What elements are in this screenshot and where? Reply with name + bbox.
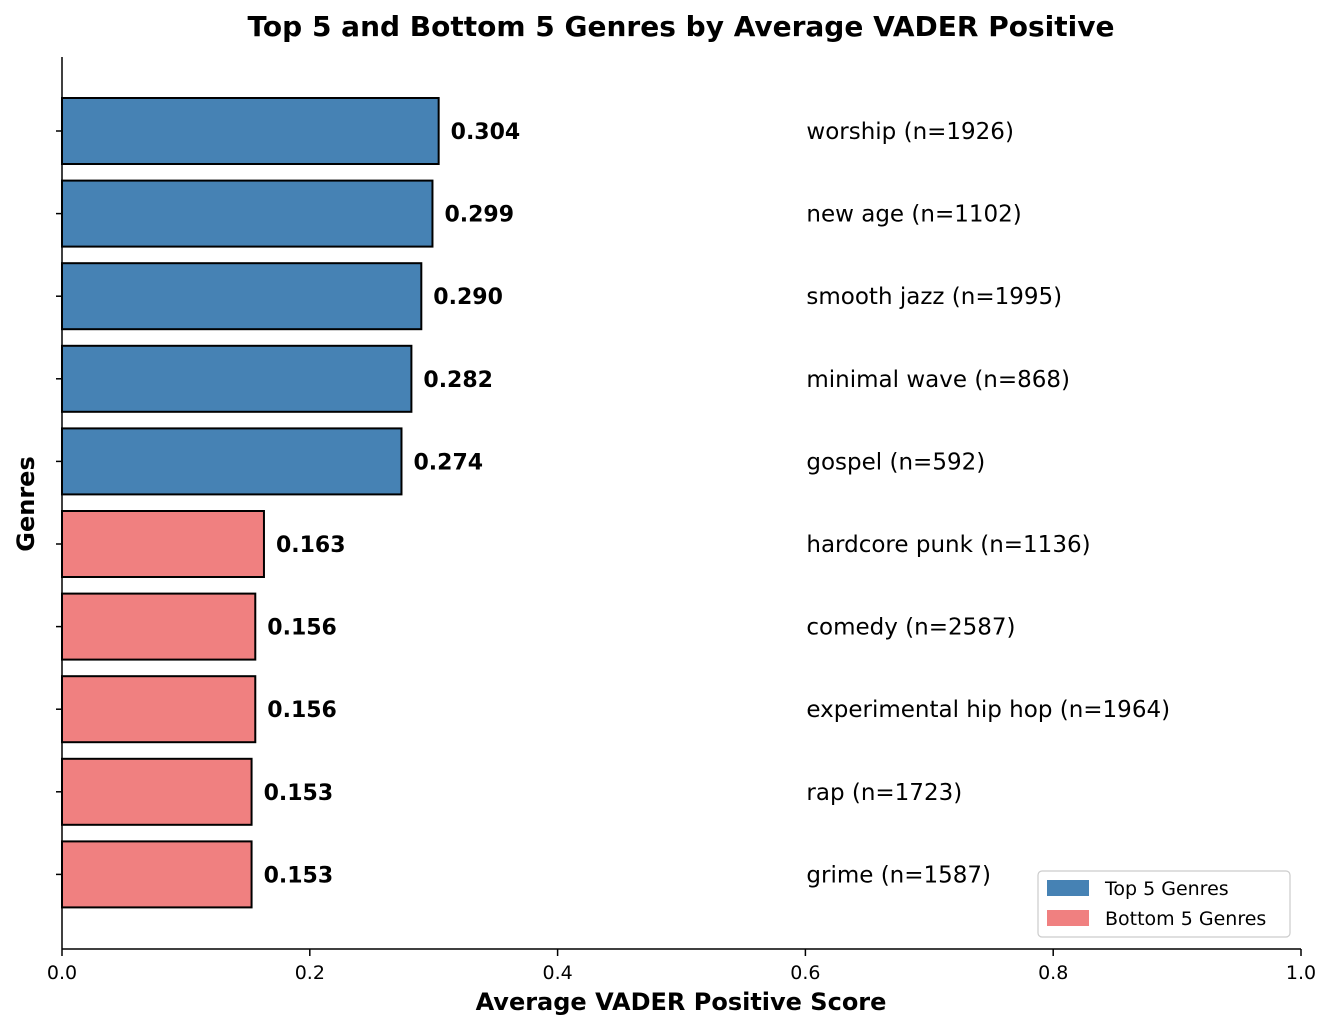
genre-label: rap (n=1723) [806,780,962,806]
genre-label: smooth jazz (n=1995) [806,284,1062,310]
x-tick-label: 1.0 [1286,962,1316,984]
x-axis-label: Average VADER Positive Score [476,988,887,1016]
axes-layer: 0.0 0.2 0.4 0.6 0.8 1.0 [47,57,1316,984]
bar-bottom [61,510,265,578]
x-tick-label: 0.2 [295,962,325,984]
legend-label: Bottom 5 Genres [1105,908,1266,930]
x-tick-label: 0.8 [1038,962,1068,984]
genre-label: worship (n=1926) [806,119,1014,145]
bar-value-label: 0.304 [451,120,521,145]
bar-bottom [61,592,257,661]
genre-label: experimental hip hop (n=1964) [806,697,1170,723]
genre-label: minimal wave (n=868) [806,367,1070,393]
chart-title: Top 5 and Bottom 5 Genres by Average VAD… [248,10,1115,43]
legend-label: Top 5 Genres [1104,878,1229,900]
x-tick-label: 0.0 [47,962,77,984]
bar-top [61,344,413,413]
bar-value-label: 0.153 [264,781,334,806]
bar-value-label: 0.290 [433,285,503,310]
bar-top [61,262,423,331]
bar-value-label: 0.274 [413,450,483,475]
bar-value-label: 0.153 [264,863,334,888]
legend: Top 5 Genres Bottom 5 Genres [1037,870,1291,938]
legend-swatch-bottom [1047,910,1089,926]
bar-bottom [61,675,257,744]
genre-label: gospel (n=592) [806,449,985,475]
genre-label: comedy (n=2587) [806,615,1015,641]
labels-layer: 0.304 worship (n=1926) 0.299 new age (n=110… [264,119,1171,888]
bar-value-label: 0.282 [423,368,493,393]
genre-label: new age (n=1102) [806,202,1021,228]
bars-layer [61,97,440,909]
bar-value-label: 0.299 [444,203,514,228]
y-axis-label: Genres [12,456,40,551]
legend-swatch-top [1047,880,1089,896]
legend-box [1037,870,1291,938]
bar-top [61,97,440,165]
genre-label: hardcore punk (n=1136) [806,532,1090,558]
x-tick-label: 0.6 [790,962,820,984]
bar-value-label: 0.156 [267,616,337,641]
bar-value-label: 0.156 [267,698,337,723]
bar-bottom [61,757,253,826]
bar-bottom [61,840,253,909]
bar-top [61,427,403,496]
bar-top [61,179,434,248]
genre-label: grime (n=1587) [806,862,991,888]
x-tick-label: 0.4 [542,962,572,984]
bar-value-label: 0.163 [276,533,346,558]
